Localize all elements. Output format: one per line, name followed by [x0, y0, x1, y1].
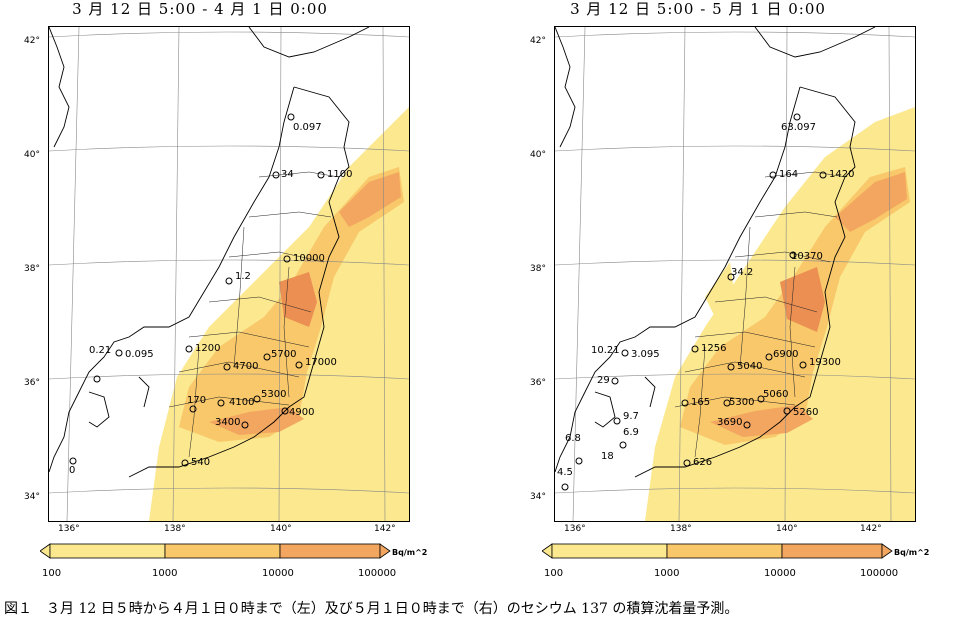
station-label: 3690 [717, 417, 743, 428]
station-label: 540 [191, 457, 211, 468]
prefecture-borders [674, 171, 846, 458]
colorbar-tick: 10000 [764, 568, 796, 579]
high-deposition-kanto [209, 407, 304, 435]
lon-label-140: 140° [776, 524, 798, 534]
station-label: 5040 [737, 361, 763, 372]
station-label: 18 [601, 451, 614, 462]
lon-label-136: 136° [58, 524, 80, 534]
station-label: 165 [691, 397, 711, 408]
station-label: 1200 [195, 343, 221, 354]
right-map: 63.097 164 1420 10370 34.2 10.21 3.095 1… [554, 26, 916, 522]
station-label: 6.8 [565, 433, 581, 444]
high-deposition-kanto [710, 405, 813, 437]
colorbar-svg [40, 543, 391, 559]
lon-label-136: 136° [564, 524, 586, 534]
station-label: 164 [779, 169, 799, 180]
lat-label-40: 40° [24, 150, 40, 160]
station-label: 4900 [289, 407, 315, 418]
station-label: 4700 [233, 361, 259, 372]
colorbar-svg [542, 543, 893, 559]
station-markers [561, 113, 827, 491]
station-label: 17000 [305, 357, 337, 368]
colorbar-tick: 100000 [860, 568, 899, 579]
station-label: 5300 [261, 389, 287, 400]
lon-label-138: 138° [164, 524, 186, 534]
station-label: 5300 [729, 397, 755, 408]
lon-label-140: 140° [270, 524, 292, 534]
lat-label-36: 36° [530, 378, 546, 388]
colorbar-tick: 1000 [152, 568, 178, 579]
station-label: 10.21 [591, 345, 620, 356]
station-label: 6.9 [623, 427, 639, 438]
colorbar-tick: 100 [544, 568, 564, 579]
low-deposition-sea [279, 187, 409, 521]
station-label: 170 [187, 395, 207, 406]
station-label: 0.21 [89, 345, 112, 356]
left-map-svg [49, 27, 409, 521]
coastline [555, 27, 876, 478]
station-label: 19300 [809, 357, 841, 368]
station-label: 34.2 [731, 267, 754, 278]
station-label: 3400 [215, 417, 241, 428]
lat-label-42: 42° [530, 36, 546, 46]
station-label: 0 [69, 465, 76, 476]
station-label: 1256 [701, 343, 727, 354]
station-label: 1100 [327, 169, 353, 180]
station-label: 5260 [793, 407, 819, 418]
station-label: 1420 [829, 169, 855, 180]
left-map-panel: 3 月 12 日 5:00 - 4 月 1 日 0:00 42° 40° 38°… [10, 0, 410, 534]
lat-label-38: 38° [24, 264, 40, 274]
colorbar-tick: 100 [42, 568, 62, 579]
right-map-panel: 3 月 12 日 5:00 - 5 月 1 日 0:00 42° 40° 38°… [508, 0, 916, 534]
station-label: 0.095 [125, 349, 154, 360]
station-label: 10000 [293, 253, 325, 264]
figure-caption: 図１ ３月 12 日５時から４月１日０時まで（左）及び５月１日０時まで（右）のセ… [4, 601, 739, 617]
lon-label-142: 142° [374, 524, 396, 534]
right-colorbar: Bq/m^2 100 1000 10000 100000 [542, 540, 932, 600]
station-label: 10370 [791, 251, 823, 262]
lat-label-36: 36° [24, 378, 40, 388]
lat-label-42: 42° [24, 36, 40, 46]
lon-label-138: 138° [670, 524, 692, 534]
lat-label-38: 38° [530, 264, 546, 274]
prefecture-borders [168, 171, 340, 458]
station-label: 4.5 [557, 467, 573, 478]
colorbar-tick: 100000 [358, 568, 397, 579]
high-deposition-plume [835, 172, 907, 232]
station-markers [69, 113, 325, 467]
colorbar-unit: Bq/m^2 [392, 548, 428, 557]
colorbar-tick: 10000 [262, 568, 294, 579]
station-label: 63.097 [781, 122, 816, 133]
station-label: 4100 [229, 397, 255, 408]
lat-label-34: 34° [24, 492, 40, 502]
graticule [555, 27, 915, 521]
station-label: 5700 [271, 349, 297, 360]
peak-deposition-area [279, 272, 317, 327]
station-label: 626 [693, 457, 713, 468]
colorbar-tick: 1000 [654, 568, 680, 579]
station-label: 29 [597, 375, 610, 386]
station-label: 5060 [763, 389, 789, 400]
right-panel-title: 3 月 12 日 5:00 - 5 月 1 日 0:00 [570, 0, 826, 18]
lat-label-34: 34° [530, 492, 546, 502]
low-deposition-north [705, 262, 735, 317]
peak-deposition-area [780, 267, 825, 332]
station-label: 3.095 [631, 349, 660, 360]
high-deposition-plume [339, 172, 401, 227]
colorbar-unit: Bq/m^2 [894, 548, 930, 557]
station-label: 6900 [773, 349, 799, 360]
station-label: 34 [281, 169, 294, 180]
station-label: 9.7 [623, 411, 639, 422]
left-map: 0.097 34 1100 10000 1.2 0.21 0.095 1200 … [48, 26, 410, 522]
lat-label-40: 40° [530, 150, 546, 160]
graticule [49, 27, 409, 521]
station-label: 0.097 [293, 122, 322, 133]
left-colorbar: Bq/m^2 100 1000 10000 100000 [40, 540, 430, 600]
station-label: 1.2 [235, 271, 251, 282]
right-map-svg [555, 27, 915, 521]
coastline [49, 27, 370, 478]
left-panel-title: 3 月 12 日 5:00 - 4 月 1 日 0:00 [72, 0, 328, 18]
lon-label-142: 142° [860, 524, 882, 534]
